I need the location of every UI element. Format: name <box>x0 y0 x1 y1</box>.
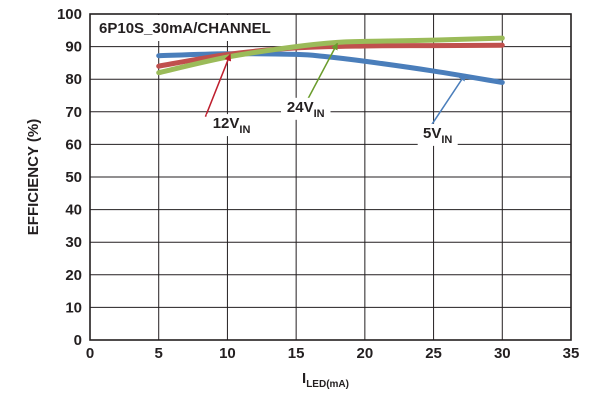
x-axis-title-main: I <box>302 370 306 387</box>
x-tick-label: 0 <box>86 345 94 362</box>
annotation-label-sub: IN <box>239 124 250 136</box>
annotation-label-bg <box>417 123 458 146</box>
y-tick-label: 70 <box>65 104 82 121</box>
y-tick-label: 80 <box>65 71 82 88</box>
plot-frame <box>89 13 572 341</box>
x-tick-label: 15 <box>288 345 305 362</box>
y-tick-label: 90 <box>65 39 82 56</box>
ticks: 0 5 10 15 20 25 30 35 0 10 20 30 40 50 60 70 80 90 100 <box>57 6 579 362</box>
x-tick-label: 30 <box>494 345 511 362</box>
y-tick-label: 40 <box>65 202 82 219</box>
annotation-5v: 5VIN <box>417 73 466 146</box>
chart-title-box <box>91 15 281 41</box>
y-tick-label: 60 <box>65 136 82 153</box>
annotation-label: 12VIN <box>213 115 251 136</box>
annotation-label-main: 5V <box>423 125 441 142</box>
x-axis-title: ILED(mA) <box>302 370 349 390</box>
annotation-arrow <box>428 73 466 129</box>
annotation-arrow <box>306 42 339 101</box>
chart-title: 6P10S_30mA/CHANNEL <box>99 20 271 37</box>
y-axis-title: EFFICIENCY (%) <box>25 119 42 235</box>
annotation-label-main: 12V <box>213 115 240 132</box>
x-tick-label: 20 <box>357 345 374 362</box>
annotation-label-bg <box>206 114 257 137</box>
x-tick-label: 25 <box>425 345 442 362</box>
y-tick-label: 20 <box>65 267 82 284</box>
series-line-12v <box>156 42 505 69</box>
y-tick-label: 50 <box>65 169 82 186</box>
annotation-label: 5VIN <box>423 125 452 146</box>
annotation-arrow <box>204 53 232 117</box>
y-tick-label: 30 <box>65 234 82 251</box>
x-tick-label: 10 <box>219 345 236 362</box>
annotation-label-sub: IN <box>441 134 452 146</box>
annotation-12v: 12VIN <box>204 53 257 137</box>
annotation-label-bg <box>281 97 331 120</box>
x-tick-label: 35 <box>563 345 580 362</box>
annotation-label: 24VIN <box>287 99 325 120</box>
annotation-24v: 24VIN <box>281 42 339 120</box>
x-tick-label: 5 <box>155 345 163 362</box>
annotation-label-sub: IN <box>314 108 325 120</box>
annotation-label-main: 24V <box>287 99 314 116</box>
y-tick-label: 0 <box>74 332 82 349</box>
x-axis-title-sub: LED(mA) <box>306 379 349 390</box>
y-tick-label: 100 <box>57 6 82 23</box>
y-tick-label: 10 <box>65 299 82 316</box>
